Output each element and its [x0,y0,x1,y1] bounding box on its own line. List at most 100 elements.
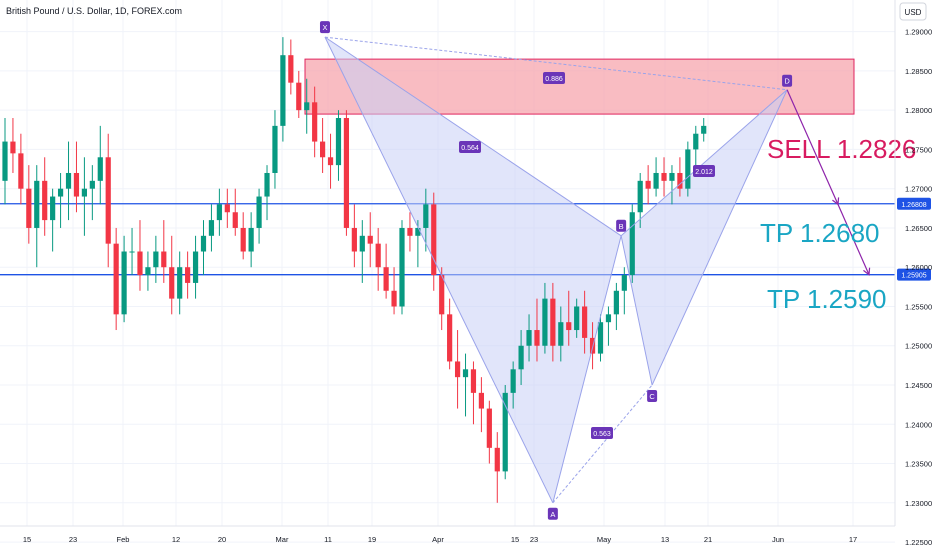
candle-body [645,180,651,189]
y-tick-label: 1.27500 [905,145,932,154]
y-tick-label: 1.28000 [905,106,932,115]
leg-ab [552,235,622,503]
candle-body [693,133,699,150]
candle-body [566,322,572,331]
currency-button[interactable]: USD [899,2,927,21]
candle-body [526,330,532,346]
y-axis[interactable]: 1.29000 1.28500 1.28000 1.27500 1.27000 1.265… [894,0,932,547]
candle-body [343,118,350,228]
harmonic-pattern [324,37,788,503]
y-tick-label: 1.24500 [905,381,932,390]
leg-xb [324,36,622,237]
candle-body [65,172,72,189]
candle-body [542,298,548,346]
candle-body [637,180,643,213]
candle-body [605,314,612,323]
arrow-to-tp2-head [863,267,871,276]
y-tick-label: 1.25500 [905,302,932,311]
candle-body [34,180,40,228]
candle-body [327,157,334,166]
currency-label: USD [905,8,922,17]
candle-body [486,408,492,448]
candle-body [510,369,516,393]
candle-body [367,235,373,244]
grid [0,0,895,543]
candle-body [232,212,238,228]
pattern-point-x [319,21,330,34]
pattern-labels: X A B C D 0.564 0.563 2.012 0.886 [319,21,793,520]
x-axis[interactable]: 15 23 Feb 12 20 Mar 11 19 Apr 15 23 May 13 21 Jun 17 [0,525,895,544]
pattern-point-b [616,219,627,232]
y-tick-label: 1.27000 [905,185,932,194]
y-tick-label: 1.23500 [905,460,932,469]
pattern-point-d [782,74,793,87]
leg-ac [552,384,653,504]
candle-body [10,141,16,154]
x-tick-label: 12 [172,535,180,544]
candles [2,37,707,503]
symbol-title: British Pound / U.S. Dollar, 1D, FOREX.c… [6,6,182,16]
harmonic-pattern-lines [324,36,788,504]
arrow-to-tp1 [786,89,839,205]
candle-body [248,227,254,252]
candle-body [375,243,381,268]
candle-body [534,330,540,346]
candle-body [407,227,413,236]
leg-xd [324,36,788,91]
candle-body [105,157,111,244]
candle-body [478,392,484,409]
level-price-label-1: 1.26808 [901,202,926,209]
candle-body [661,172,667,181]
candle-body [145,267,151,276]
candle-body [73,172,80,197]
candle-body [42,180,48,221]
ratio-label: 0.564 [461,145,479,152]
candle-body [97,157,103,181]
candle-body [597,322,604,354]
tp1-annotation: TP 1.2680 [760,218,880,248]
pattern-point-c [647,390,658,403]
level-price-label-2: 1.25905 [901,273,926,280]
candle-body [216,204,222,221]
candle-body [129,251,135,253]
ratio-label: 0.886 [545,76,563,83]
candle-body [470,369,477,393]
y-tick-label: 1.26500 [905,224,932,233]
candle-body [677,172,683,189]
candle-body [169,267,175,299]
x-tick-label: Apr [432,535,444,544]
y-tick-label: 1.22500 [905,538,932,547]
candle-body [185,267,191,283]
candle-body [264,172,270,197]
candle-body [192,251,199,283]
x-tick-label: 21 [704,535,712,544]
candle-body [296,82,302,111]
candle-body [280,55,286,126]
candle-body [502,392,508,472]
candle-body [50,196,56,221]
projection-arrows [786,89,871,276]
x-tick-label: 15 [23,535,31,544]
ratio-badge [459,141,481,153]
candle-body [383,267,389,291]
candle-body [423,204,429,228]
x-tick-label: Mar [276,535,289,544]
ratio-badge [543,72,565,84]
level-price-tag-1 [897,197,931,210]
y-tick-label: 1.29000 [905,28,932,37]
candle-body [81,188,87,197]
pattern-triangle-bcd [621,89,788,386]
x-tick-label: 17 [849,535,857,544]
candle-body [582,306,588,338]
candle-body [415,227,421,236]
candle-body [629,212,635,276]
candle-body [161,251,167,268]
candle-body [574,306,580,331]
candle-body [558,322,564,346]
candle-body [121,251,127,315]
ratio-badge [591,427,613,439]
candle-body [304,102,310,111]
candle-body [177,267,183,299]
leg-xa [324,36,554,504]
